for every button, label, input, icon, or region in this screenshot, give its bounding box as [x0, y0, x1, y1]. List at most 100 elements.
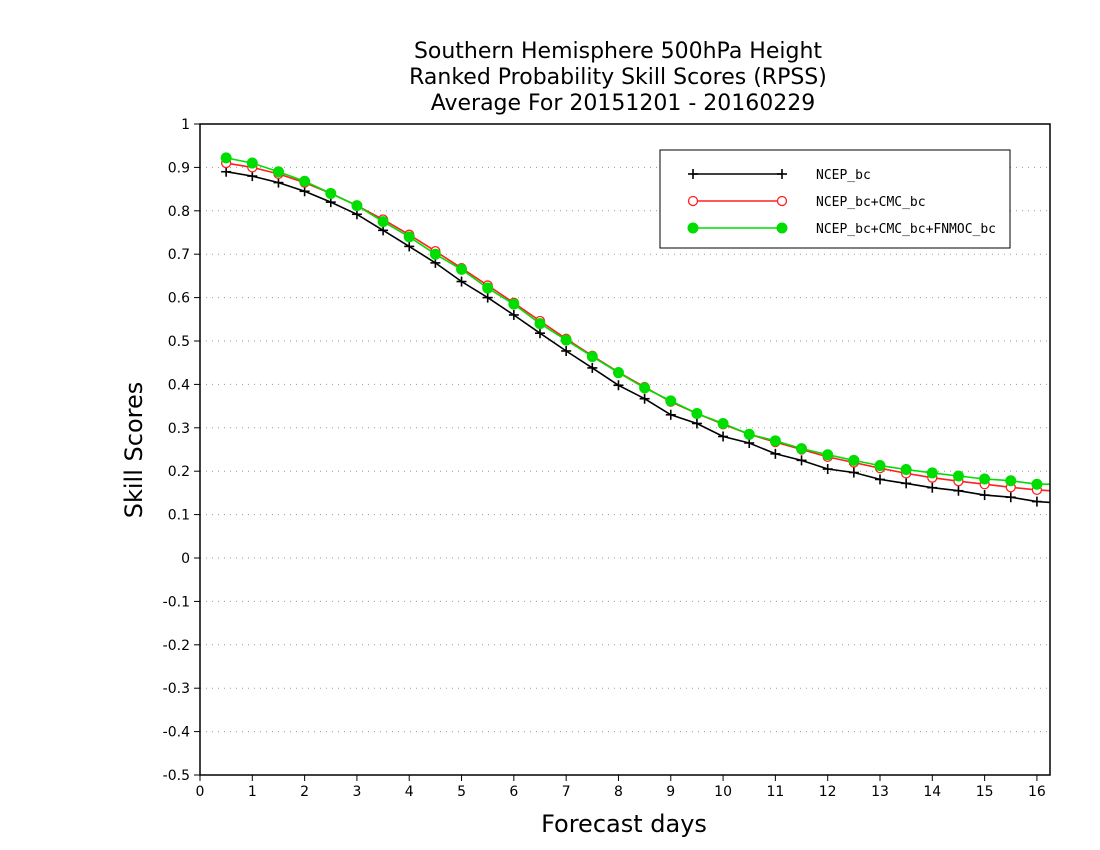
series-point: [351, 200, 363, 212]
x-tick-label: 16: [1028, 784, 1046, 800]
y-tick-label: -0.4: [163, 725, 190, 741]
series-3: [220, 152, 1050, 490]
x-tick-label: 9: [666, 784, 675, 800]
x-tick-label: 2: [300, 784, 309, 800]
series-point: [874, 460, 886, 472]
series-point: [272, 166, 284, 178]
series-point: [1005, 492, 1016, 503]
x-axis-title: Forecast days: [541, 810, 707, 838]
x-tick-label: 3: [352, 784, 361, 800]
series-point: [403, 231, 415, 243]
title-line-3: Average For 20151201 - 20160229: [431, 91, 816, 116]
x-tick-label: 13: [871, 784, 889, 800]
x-tick-label: 15: [976, 784, 994, 800]
series-point: [718, 431, 729, 442]
series-point: [612, 367, 624, 379]
y-tick-label: 0.9: [168, 160, 190, 176]
series-point: [325, 187, 337, 199]
y-tick-label: -0.5: [163, 768, 190, 784]
series-point: [927, 482, 938, 493]
series-point: [769, 435, 781, 447]
series-point: [247, 171, 258, 182]
legend-label: NCEP_bc: [816, 168, 871, 183]
series-point: [979, 473, 991, 485]
legend-marker: [687, 195, 699, 207]
y-tick-label: -0.2: [163, 638, 190, 654]
series-point: [743, 428, 755, 440]
plot-frame: [199, 123, 1051, 776]
series-point: [221, 166, 232, 177]
series-point: [926, 467, 938, 479]
series-point: [900, 463, 912, 475]
series-point: [639, 382, 651, 394]
series-point: [848, 454, 860, 466]
legend-marker: [776, 195, 788, 207]
x-tick-label: 7: [562, 784, 571, 800]
series-point: [796, 455, 807, 466]
x-tick-label: 5: [457, 784, 466, 800]
legend-label: NCEP_bc+CMC_bc: [816, 195, 926, 210]
series-point: [273, 177, 284, 188]
x-tick-label: 8: [614, 784, 623, 800]
series-point: [665, 409, 676, 420]
y-tick-label: 0.6: [168, 291, 190, 307]
x-tick-label: 14: [923, 784, 941, 800]
series-point: [299, 175, 311, 187]
series-point: [822, 449, 834, 461]
x-tick-label: 1: [248, 784, 257, 800]
series-point: [482, 292, 493, 303]
x-tick-label: 4: [405, 784, 414, 800]
series-lines: [220, 152, 1051, 507]
title-line-2: Ranked Probability Skill Scores (RPSS): [409, 65, 827, 90]
y-tick-label: 0: [181, 551, 190, 567]
legend-marker: [688, 169, 698, 179]
y-tick-label: -0.1: [163, 594, 190, 610]
x-tick-label: 12: [819, 784, 837, 800]
y-tick-label: -0.3: [163, 681, 190, 697]
series-point: [508, 298, 520, 310]
series-point: [796, 443, 808, 455]
series-point: [560, 334, 572, 346]
x-tick-label: 10: [714, 784, 732, 800]
series-point: [1031, 478, 1043, 490]
series-point: [482, 282, 494, 294]
y-tick-label: 0.1: [168, 508, 190, 524]
y-tick-label: 0.5: [168, 334, 190, 350]
series-point: [535, 328, 545, 339]
series-point: [953, 485, 964, 496]
series-point: [1005, 475, 1017, 487]
series-point: [586, 351, 598, 363]
series-point: [822, 464, 833, 475]
series-point: [561, 345, 572, 356]
series-point: [665, 395, 677, 407]
y-tick-label: 0.8: [168, 204, 190, 220]
series-point: [639, 393, 650, 404]
series-point: [875, 474, 885, 485]
chart-title: Southern Hemisphere 500hPa Height Ranked…: [409, 39, 827, 116]
legend: NCEP_bc NCEP_bc+CMC_bc NCEP_bc+CMC_bc+FNMO…: [659, 149, 1011, 249]
title-line-1: Southern Hemisphere 500hPa Height: [414, 39, 822, 64]
series-point: [901, 478, 912, 489]
series-point: [979, 490, 990, 501]
y-tick-label: 0.2: [168, 464, 190, 480]
y-tick-label: 0.7: [168, 247, 190, 263]
legend-entry: NCEP_bc: [688, 168, 871, 183]
legend-marker: [687, 222, 699, 234]
y-axis-ticks: -0.5 -0.4 -0.3 -0.2 -0.1 0 0.1 0.2 0.3 0.4 0.5 0.6 0…: [163, 117, 200, 784]
x-tick-label: 11: [766, 784, 784, 800]
y-axis-title: Skill Scores: [120, 382, 148, 519]
series-point: [770, 448, 781, 459]
series-point: [246, 157, 258, 169]
legend-entry: NCEP_bc+CMC_bc+FNMOC_bc: [687, 222, 996, 237]
series-point: [691, 407, 703, 419]
legend-marker: [776, 222, 788, 234]
series-point: [534, 318, 546, 330]
series-point: [848, 467, 859, 478]
y-tick-label: 1: [181, 117, 190, 133]
series-point: [377, 216, 389, 228]
series-point: [456, 263, 468, 275]
x-tick-label: 6: [509, 784, 518, 800]
x-tick-label: 0: [196, 784, 205, 800]
series-point: [587, 362, 598, 373]
